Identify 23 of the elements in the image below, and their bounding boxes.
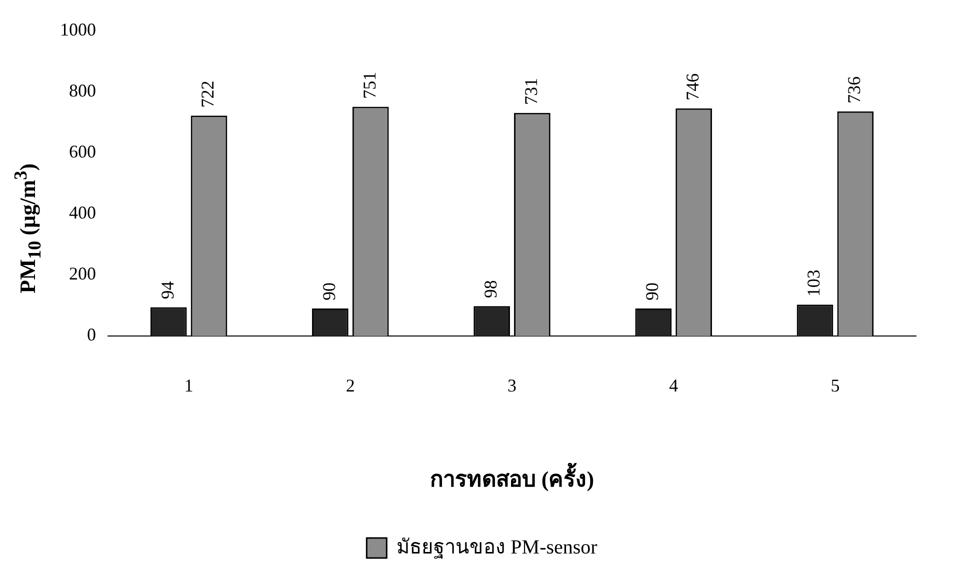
- x-tick-label: 2: [346, 376, 355, 396]
- y-tick-label: 200: [69, 264, 96, 284]
- x-tick-label: 1: [184, 376, 194, 396]
- data-label: 736: [844, 76, 864, 104]
- y-tick-label: 0: [87, 324, 96, 345]
- data-label: 90: [318, 282, 339, 301]
- data-label: 90: [642, 282, 662, 301]
- data-label: 731: [520, 78, 541, 105]
- y-tick-label: 600: [69, 142, 96, 162]
- x-tick-label: 4: [669, 376, 678, 396]
- y-tick-label: 400: [69, 202, 96, 223]
- x-axis-title: การทดสอบ (ครั้ง): [430, 462, 594, 492]
- data-label: 722: [198, 80, 218, 108]
- data-label: 751: [359, 72, 380, 99]
- data-label: 746: [682, 73, 703, 100]
- legend-label: มัธยฐานของ PM-sensor: [396, 536, 598, 558]
- y-tick-label: 1000: [60, 20, 96, 40]
- data-label: 94: [157, 281, 178, 300]
- x-tick-label: 3: [508, 376, 516, 396]
- x-tick-label: 5: [830, 376, 840, 396]
- data-label: 103: [804, 270, 824, 297]
- y-tick-label: 800: [69, 80, 96, 101]
- data-label: 98: [480, 280, 501, 298]
